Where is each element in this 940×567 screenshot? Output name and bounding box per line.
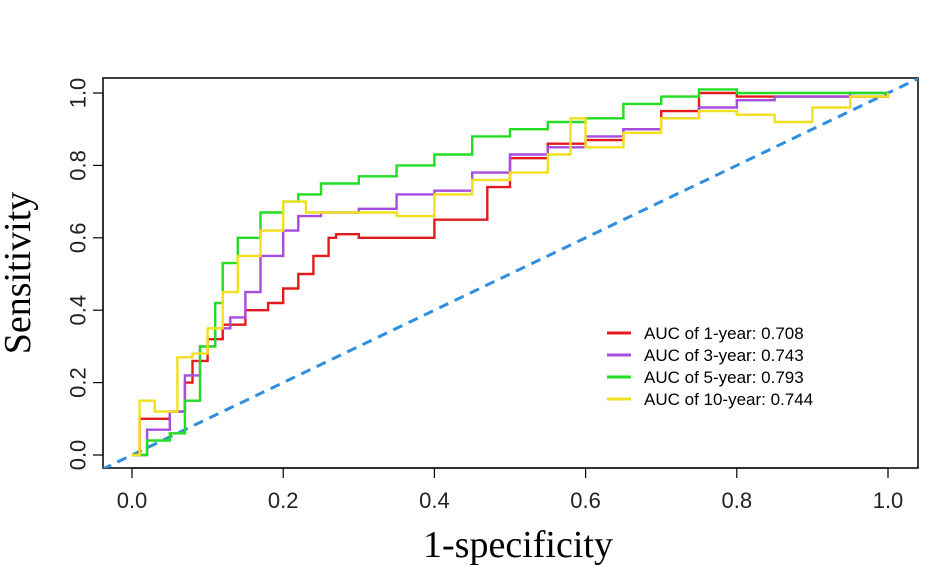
x-tick-label: 0.8 <box>722 488 753 513</box>
x-tick-label: 0.4 <box>419 488 450 513</box>
legend-label: AUC of 3-year: 0.743 <box>644 346 804 365</box>
x-axis: 0.0 0.2 0.4 0.6 0.8 1.0 <box>117 467 904 513</box>
roc-curve-series-3 <box>132 88 888 457</box>
y-tick-label: 0.2 <box>66 367 91 398</box>
y-tick-label: 1.0 <box>66 78 91 109</box>
legend-label: AUC of 10-year: 0.744 <box>644 390 813 409</box>
x-tick-label: 0.6 <box>570 488 601 513</box>
y-tick-label: 0.8 <box>66 150 91 181</box>
legend: AUC of 1-year: 0.708 AUC of 3-year: 0.743… <box>607 324 813 409</box>
reference-diagonal-line <box>103 78 918 468</box>
roc-curve-series-4 <box>132 93 890 457</box>
plot-area <box>103 78 918 468</box>
y-tick-label: 0.6 <box>66 223 91 254</box>
legend-label: AUC of 1-year: 0.708 <box>644 324 804 343</box>
y-axis: 0.0 0.2 0.4 0.6 0.8 1.0 <box>66 78 104 471</box>
y-axis-title: Sensitivity <box>0 192 39 355</box>
y-tick-label: 0.4 <box>66 295 91 326</box>
legend-label: AUC of 5-year: 0.793 <box>644 368 804 387</box>
x-tick-label: 0.0 <box>117 488 148 513</box>
x-tick-label: 0.2 <box>268 488 299 513</box>
y-tick-label: 0.0 <box>66 440 91 471</box>
x-tick-label: 1.0 <box>873 488 904 513</box>
x-axis-title: 1-specificity <box>423 524 613 566</box>
